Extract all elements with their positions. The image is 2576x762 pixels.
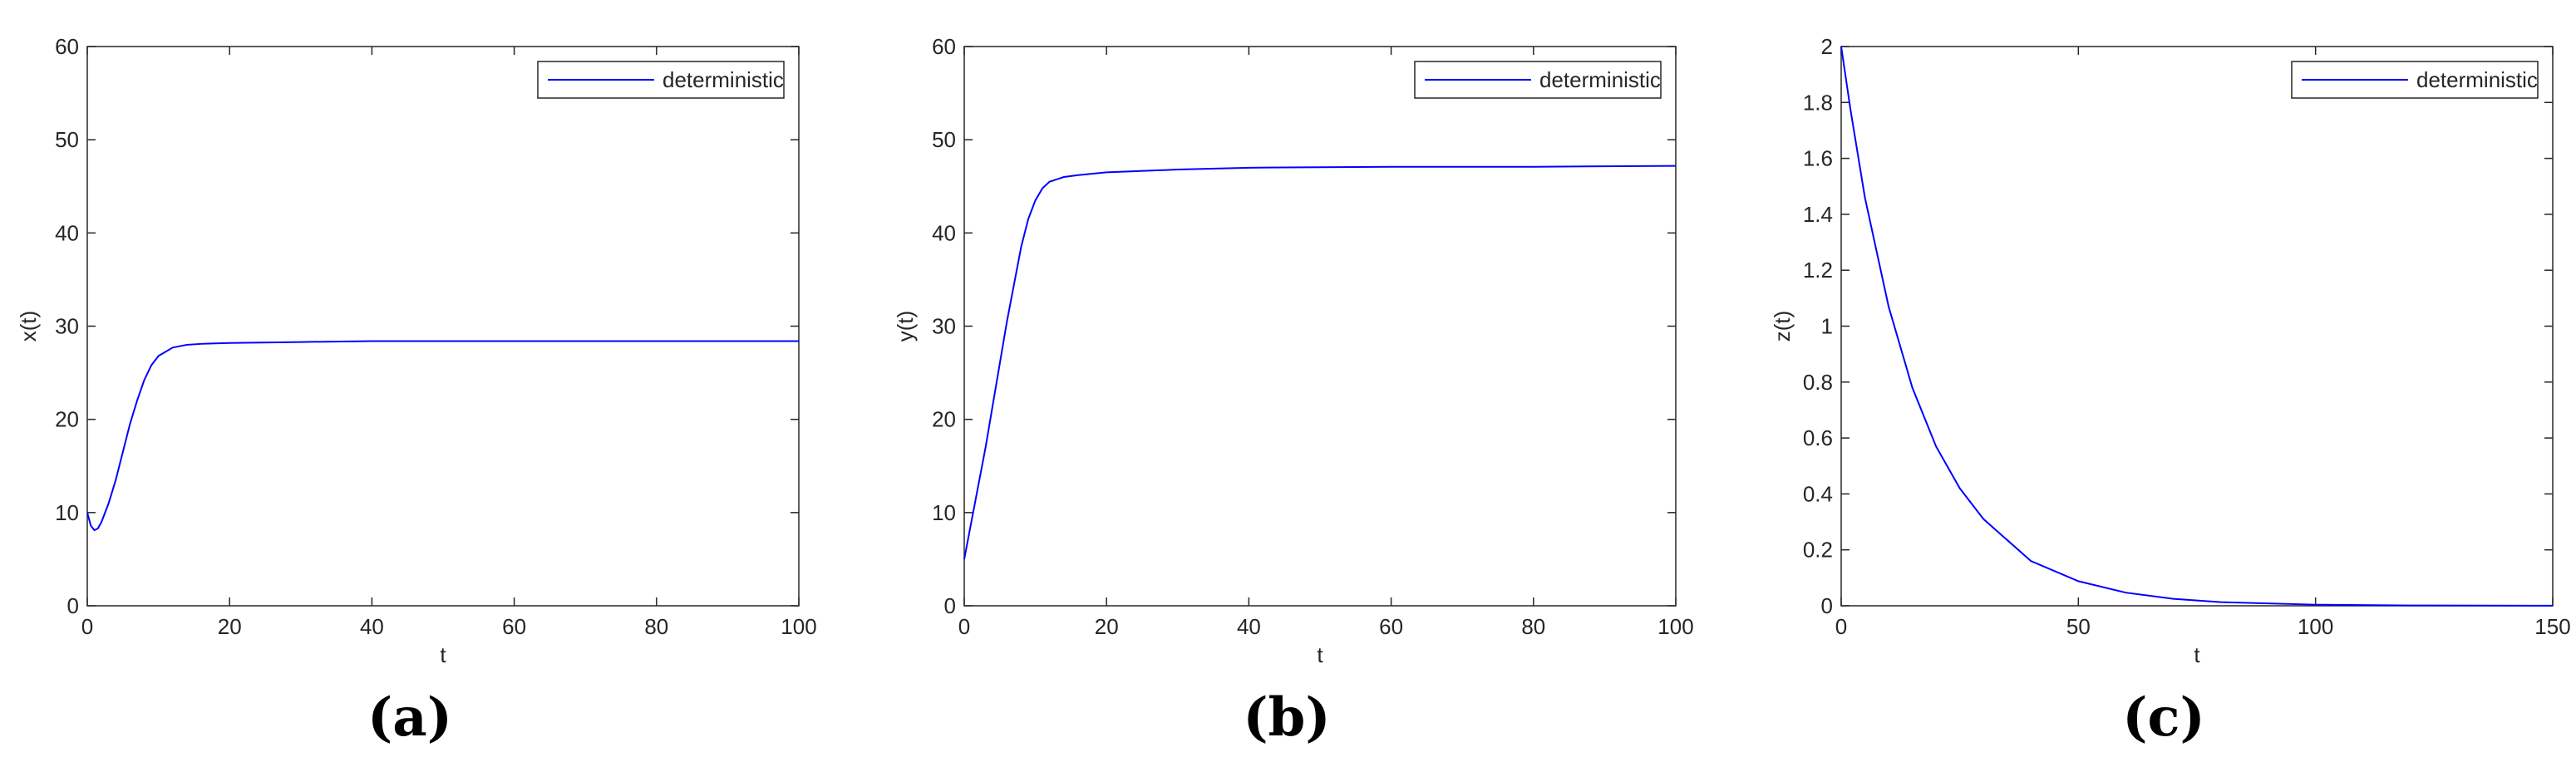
chart-panel: 0 20 40 60 80 100 0 10 20 30 40 50 60 t x(t) determinis… bbox=[16, 34, 817, 749]
subfigure-caption: (a) bbox=[367, 686, 452, 749]
data-line bbox=[963, 165, 1677, 560]
y-axis-label: y(t) bbox=[893, 311, 918, 342]
chart-panel: 0 50 100 150 0 0.2 0.4 0.6 0.8 1 1.2 1.4 1.6 1.8 2 t z(t… bbox=[1770, 34, 2571, 749]
y-tick-label: 10 bbox=[55, 500, 79, 525]
x-tick-label: 60 bbox=[1379, 614, 1403, 639]
y-tick-label: 2 bbox=[1821, 34, 1833, 59]
x-tick-label: 100 bbox=[2298, 614, 2333, 639]
plot-area bbox=[86, 46, 800, 607]
y-tick-label: 40 bbox=[932, 220, 956, 245]
x-tick-label: 100 bbox=[781, 614, 816, 639]
x-tick-label: 50 bbox=[2066, 614, 2091, 639]
y-tick-label: 0 bbox=[67, 593, 79, 618]
x-axis-label: t bbox=[2194, 642, 2200, 667]
y-tick-label: 1.4 bbox=[1803, 202, 1833, 227]
y-tick-label: 0 bbox=[944, 593, 956, 618]
y-tick-label: 1.2 bbox=[1803, 258, 1833, 283]
x-tick-label: 20 bbox=[1095, 614, 1119, 639]
chart-panel: 0 20 40 60 80 100 0 10 20 30 40 50 60 t y(t) determinis… bbox=[893, 34, 1694, 749]
y-tick-label: 1.8 bbox=[1803, 90, 1833, 115]
legend-label: deterministic bbox=[2416, 67, 2538, 92]
y-tick-label: 20 bbox=[55, 407, 79, 432]
y-tick-label: 20 bbox=[932, 407, 956, 432]
y-tick-label: 30 bbox=[55, 314, 79, 339]
legend-label: deterministic bbox=[662, 67, 784, 92]
y-tick-label: 1 bbox=[1821, 314, 1833, 339]
x-tick-label: 20 bbox=[218, 614, 242, 639]
y-tick-label: 0 bbox=[1821, 593, 1833, 618]
y-tick-label: 40 bbox=[55, 220, 79, 245]
x-tick-label: 60 bbox=[502, 614, 526, 639]
x-tick-label: 40 bbox=[1237, 614, 1261, 639]
y-tick-label: 60 bbox=[55, 34, 79, 59]
y-tick-label: 0.2 bbox=[1803, 538, 1833, 563]
y-axis-label: x(t) bbox=[16, 311, 41, 342]
x-tick-label: 0 bbox=[1835, 614, 1847, 639]
y-tick-label: 1.6 bbox=[1803, 146, 1833, 171]
y-tick-label: 10 bbox=[932, 500, 956, 525]
x-tick-label: 0 bbox=[958, 614, 970, 639]
subfigure-caption: (b) bbox=[1243, 686, 1330, 749]
plot-area bbox=[1840, 46, 2554, 607]
y-tick-label: 30 bbox=[932, 314, 956, 339]
plot-area bbox=[963, 46, 1677, 607]
y-axis-label: z(t) bbox=[1770, 311, 1795, 342]
legend-label: deterministic bbox=[1539, 67, 1661, 92]
data-line bbox=[86, 340, 799, 532]
y-tick-label: 0.4 bbox=[1803, 481, 1833, 506]
y-tick-label: 50 bbox=[932, 127, 956, 152]
x-tick-label: 40 bbox=[360, 614, 384, 639]
x-axis-label: t bbox=[440, 642, 446, 667]
x-tick-label: 80 bbox=[644, 614, 668, 639]
y-tick-label: 60 bbox=[932, 34, 956, 59]
subfigure-caption: (c) bbox=[2122, 686, 2205, 749]
x-tick-label: 80 bbox=[1521, 614, 1545, 639]
y-tick-label: 0.8 bbox=[1803, 370, 1833, 395]
data-line bbox=[1840, 46, 2554, 607]
x-axis-label: t bbox=[1317, 642, 1323, 667]
x-tick-label: 150 bbox=[2534, 614, 2570, 639]
y-tick-label: 50 bbox=[55, 127, 79, 152]
x-tick-label: 100 bbox=[1657, 614, 1693, 639]
y-tick-label: 0.6 bbox=[1803, 425, 1833, 450]
x-tick-label: 0 bbox=[81, 614, 93, 639]
